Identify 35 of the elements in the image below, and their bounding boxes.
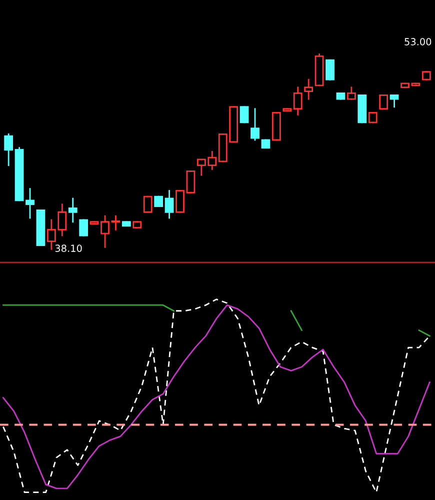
candlestick bbox=[240, 106, 249, 124]
candlestick bbox=[154, 196, 164, 207]
candlestick bbox=[132, 221, 142, 228]
candlestick bbox=[314, 54, 324, 86]
candlestick bbox=[272, 112, 281, 141]
candlestick bbox=[68, 198, 78, 223]
candlestick bbox=[411, 82, 420, 86]
candlestick bbox=[379, 94, 388, 110]
candlestick bbox=[36, 209, 46, 246]
candlestick bbox=[422, 71, 431, 80]
candlestick bbox=[261, 139, 270, 148]
candlestick bbox=[122, 221, 131, 226]
candlestick bbox=[304, 78, 314, 100]
candlestick bbox=[4, 133, 14, 166]
candlestick bbox=[346, 86, 356, 100]
candlestick bbox=[358, 94, 367, 124]
annotation: 38.10 bbox=[55, 244, 82, 252]
candlestick bbox=[164, 190, 174, 219]
candlestick bbox=[111, 215, 120, 230]
candlestick bbox=[390, 94, 399, 108]
candlestick bbox=[14, 147, 24, 202]
candlestick bbox=[26, 188, 34, 219]
candlestick bbox=[250, 108, 260, 141]
candlestick bbox=[368, 112, 378, 124]
candlestick bbox=[176, 190, 184, 213]
candlestick bbox=[90, 221, 99, 225]
candlestick bbox=[282, 108, 292, 112]
candlestick bbox=[400, 82, 410, 88]
text: 53.00 bbox=[404, 38, 432, 46]
candlestick bbox=[293, 86, 302, 116]
candlestick bbox=[186, 170, 196, 194]
candlestick bbox=[326, 59, 334, 80]
candlestick bbox=[79, 219, 88, 236]
candlestick bbox=[143, 196, 152, 213]
candlestick bbox=[336, 92, 346, 100]
